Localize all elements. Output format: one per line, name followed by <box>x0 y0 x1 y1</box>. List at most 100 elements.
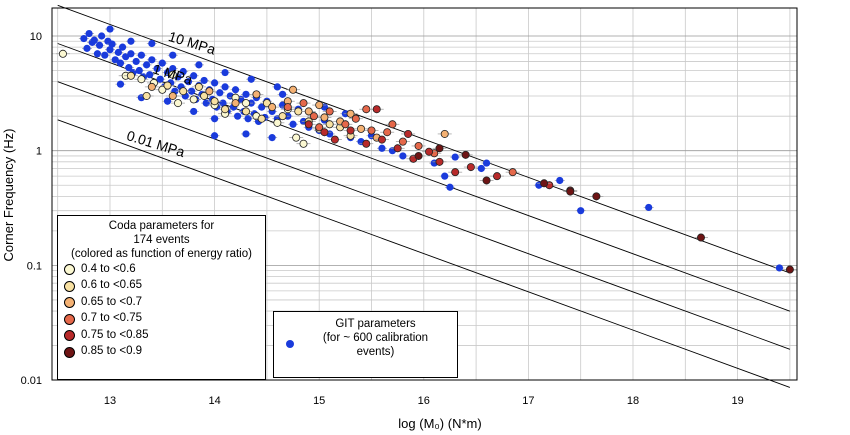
data-point <box>341 120 350 129</box>
x-tick-label: 18 <box>627 395 639 407</box>
coda-legend-label: 0.7 to <0.75 <box>81 312 143 325</box>
data-point <box>357 124 366 133</box>
y-tick-labels: 0.01 0.1 1 10 <box>21 31 42 387</box>
data-point <box>577 207 585 215</box>
data-point <box>211 132 219 140</box>
data-point <box>309 112 318 121</box>
x-tick-label: 15 <box>313 395 325 407</box>
data-point <box>146 71 154 79</box>
data-point <box>304 120 313 129</box>
data-point <box>111 56 119 64</box>
coda-legend-item: 0.85 to <0.9 <box>58 344 265 361</box>
coda-legend-label: 0.65 to <0.7 <box>81 295 143 308</box>
y-tick-label: 0.1 <box>27 260 42 272</box>
data-point <box>116 80 125 88</box>
data-point <box>231 99 240 108</box>
data-point <box>189 95 198 104</box>
data-point <box>785 265 794 274</box>
data-point <box>351 114 360 123</box>
y-axis-title: Corner Frequency (Hz) <box>1 129 16 262</box>
data-point <box>372 105 381 114</box>
data-point <box>315 123 324 132</box>
data-point <box>190 72 198 80</box>
coda-legend-label: 0.6 to <0.65 <box>81 279 143 292</box>
x-tick-label: 14 <box>208 395 220 407</box>
coda-legend-title: Coda parameters for 174 events (colored … <box>58 216 265 261</box>
x-tick-labels: 13 14 15 16 17 18 19 <box>104 395 744 407</box>
data-point <box>451 153 459 161</box>
git-legend-line: events) <box>356 345 395 358</box>
data-point <box>294 107 303 116</box>
plot-frame <box>51 7 798 381</box>
data-point <box>645 203 653 212</box>
data-point <box>179 87 188 96</box>
data-point <box>168 91 177 100</box>
data-point <box>325 107 334 116</box>
data-point <box>289 85 298 94</box>
coda-legend-swatch <box>64 313 75 325</box>
coda-legend-label: 0.85 to <0.9 <box>81 345 143 358</box>
data-point <box>132 57 140 66</box>
data-point <box>247 75 255 83</box>
data-point <box>346 109 355 118</box>
data-point <box>169 64 177 73</box>
data-point <box>122 53 130 61</box>
data-point <box>242 90 250 98</box>
data-point <box>477 164 485 173</box>
data-point <box>221 68 229 77</box>
data-point <box>127 50 135 58</box>
data-point <box>241 107 250 116</box>
data-point <box>80 34 88 43</box>
data-point <box>221 83 229 91</box>
coda-legend-swatch <box>64 330 75 342</box>
coda-legend-label: 0.75 to <0.85 <box>81 328 149 341</box>
git-legend-line: (for ~ 600 calibration <box>322 331 429 344</box>
data-point <box>142 91 151 100</box>
data-point <box>696 233 705 242</box>
data-point <box>556 176 564 185</box>
coda-legend-title-line: Coda parameters for <box>108 220 215 232</box>
data-point <box>367 126 376 135</box>
data-point <box>292 133 301 142</box>
data-point <box>393 144 402 153</box>
data-point <box>566 187 575 196</box>
data-point <box>116 59 125 67</box>
data-point <box>106 25 114 33</box>
data-point <box>299 99 308 108</box>
y-tick-label: 0.01 <box>21 375 42 387</box>
data-point <box>404 129 413 138</box>
data-point <box>289 120 297 128</box>
data-point <box>158 59 166 67</box>
data-point <box>320 128 329 137</box>
data-point <box>234 112 242 120</box>
data-point <box>451 168 460 177</box>
data-point <box>114 48 122 56</box>
coda-legend-swatch <box>64 280 75 292</box>
x-axis-title: log (M₀) (N*m) <box>398 416 481 431</box>
data-point <box>268 103 277 112</box>
data-point <box>242 130 250 138</box>
data-point <box>216 89 224 97</box>
data-point <box>383 128 392 137</box>
data-point <box>221 105 230 114</box>
data-point <box>125 64 133 72</box>
data-point <box>258 103 266 111</box>
y-tick-label: 10 <box>30 31 42 43</box>
data-point <box>168 70 177 79</box>
data-point <box>153 64 161 73</box>
data-point <box>441 172 449 180</box>
data-point <box>388 120 397 129</box>
coda-scatter-points <box>55 49 797 274</box>
data-point <box>362 105 371 114</box>
data-point <box>211 115 219 123</box>
data-point <box>200 91 209 100</box>
data-point <box>425 147 434 156</box>
data-point <box>106 46 114 54</box>
data-point <box>330 135 339 144</box>
data-point <box>195 61 203 69</box>
coda-legend-item: 0.4 to <0.6 <box>58 261 265 278</box>
data-point <box>173 99 182 108</box>
data-point <box>304 107 313 116</box>
data-point <box>398 137 407 146</box>
